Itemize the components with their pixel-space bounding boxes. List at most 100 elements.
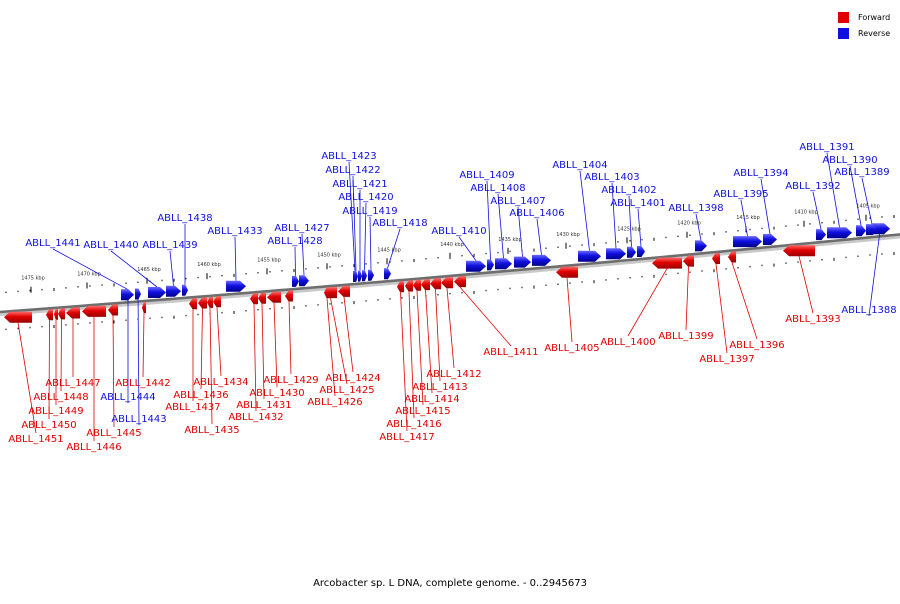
- abll-1418-label[interactable]: ABLL_1418: [372, 218, 427, 229]
- abll-1440-gene-arrow[interactable]: [148, 287, 166, 298]
- abll-1426-label[interactable]: ABLL_1426: [307, 397, 362, 408]
- abll-1434-gene-arrow[interactable]: [213, 296, 221, 308]
- abll-1416-gene-arrow[interactable]: [405, 280, 413, 292]
- abll-1408-gene-arrow[interactable]: [495, 258, 512, 270]
- abll-1390-gene-arrow[interactable]: [856, 225, 866, 237]
- abll-1392-label[interactable]: ABLL_1392: [785, 181, 840, 192]
- abll-1390-label[interactable]: ABLL_1390: [822, 155, 877, 166]
- abll-1438-label[interactable]: ABLL_1438: [157, 213, 212, 224]
- abll-1432-label[interactable]: ABLL_1432: [228, 412, 283, 423]
- abll-1442-gene-arrow[interactable]: [142, 302, 146, 314]
- abll-1394-gene-arrow[interactable]: [763, 234, 777, 245]
- abll-1392-gene-arrow[interactable]: [816, 229, 826, 241]
- abll-1433-gene-arrow[interactable]: [226, 280, 246, 292]
- abll-1444-gene-arrow[interactable]: [125, 289, 131, 301]
- abll-1395-label[interactable]: ABLL_1395: [713, 189, 768, 200]
- abll-1405-label[interactable]: ABLL_1405: [544, 343, 599, 354]
- abll-1394-label[interactable]: ABLL_1394: [733, 168, 788, 179]
- abll-1421-gene-arrow[interactable]: [358, 270, 362, 282]
- abll-1417-gene-arrow[interactable]: [397, 281, 404, 293]
- abll-1435-label[interactable]: ABLL_1435: [184, 425, 239, 436]
- abll-1397-label[interactable]: ABLL_1397: [699, 354, 754, 365]
- abll-1450-label[interactable]: ABLL_1450: [21, 420, 76, 431]
- abll-1429-gene-arrow[interactable]: [285, 290, 293, 302]
- abll-1403-label[interactable]: ABLL_1403: [584, 172, 639, 183]
- abll-1411-gene-arrow[interactable]: [454, 276, 466, 288]
- abll-1420-gene-arrow[interactable]: [362, 270, 367, 282]
- abll-1411-label[interactable]: ABLL_1411: [483, 347, 538, 358]
- abll-1388-gene-arrow[interactable]: [872, 223, 890, 235]
- abll-1409-gene-arrow[interactable]: [487, 259, 494, 271]
- abll-1443-label[interactable]: ABLL_1443: [111, 414, 166, 425]
- abll-1445-gene-arrow[interactable]: [108, 304, 118, 316]
- abll-1425-label[interactable]: ABLL_1425: [319, 385, 374, 396]
- abll-1448-gene-arrow[interactable]: [58, 308, 65, 320]
- abll-1412-label[interactable]: ABLL_1412: [426, 369, 481, 380]
- abll-1388-label[interactable]: ABLL_1388: [841, 305, 896, 316]
- abll-1407-label[interactable]: ABLL_1407: [490, 196, 545, 207]
- abll-1406-gene-arrow[interactable]: [532, 254, 551, 266]
- abll-1413-gene-arrow[interactable]: [430, 278, 441, 290]
- abll-1397-gene-arrow[interactable]: [712, 253, 720, 264]
- abll-1396-label[interactable]: ABLL_1396: [729, 340, 784, 351]
- abll-1439-label[interactable]: ABLL_1439: [142, 240, 197, 251]
- abll-1427-gene-arrow[interactable]: [299, 275, 309, 287]
- abll-1429-label[interactable]: ABLL_1429: [263, 375, 318, 386]
- abll-1428-gene-arrow[interactable]: [292, 275, 299, 287]
- abll-1444-label[interactable]: ABLL_1444: [100, 392, 155, 403]
- abll-1446-label[interactable]: ABLL_1446: [66, 442, 121, 453]
- abll-1402-gene-arrow[interactable]: [627, 246, 636, 258]
- abll-1438-gene-arrow[interactable]: [182, 284, 188, 296]
- abll-1399-label[interactable]: ABLL_1399: [658, 331, 713, 342]
- abll-1445-label[interactable]: ABLL_1445: [86, 428, 141, 439]
- abll-1437-label[interactable]: ABLL_1437: [165, 402, 220, 413]
- abll-1414-gene-arrow[interactable]: [421, 279, 430, 291]
- abll-1439-gene-arrow[interactable]: [166, 285, 181, 297]
- abll-1413-label[interactable]: ABLL_1413: [412, 382, 467, 393]
- abll-1398-label[interactable]: ABLL_1398: [668, 203, 723, 214]
- abll-1391-label[interactable]: ABLL_1391: [799, 142, 854, 153]
- abll-1430-gene-arrow[interactable]: [267, 291, 281, 303]
- abll-1389-label[interactable]: ABLL_1389: [834, 167, 889, 178]
- abll-1447-label[interactable]: ABLL_1447: [45, 378, 100, 389]
- abll-1399-gene-arrow[interactable]: [683, 255, 694, 267]
- abll-1409-label[interactable]: ABLL_1409: [459, 170, 514, 181]
- abll-1389-gene-arrow[interactable]: [866, 224, 878, 236]
- abll-1417-label[interactable]: ABLL_1417: [379, 432, 434, 443]
- abll-1435-gene-arrow[interactable]: [207, 296, 213, 308]
- abll-1428-label[interactable]: ABLL_1428: [267, 236, 322, 247]
- abll-1449-label[interactable]: ABLL_1449: [28, 406, 83, 417]
- abll-1401-label[interactable]: ABLL_1401: [610, 198, 665, 209]
- abll-1446-gene-arrow[interactable]: [82, 305, 106, 317]
- abll-1405-gene-arrow[interactable]: [556, 266, 578, 278]
- abll-1400-gene-arrow[interactable]: [652, 257, 682, 269]
- abll-1448-label[interactable]: ABLL_1448: [33, 392, 88, 403]
- abll-1412-gene-arrow[interactable]: [441, 277, 453, 289]
- abll-1427-label[interactable]: ABLL_1427: [274, 223, 329, 234]
- abll-1418-gene-arrow[interactable]: [384, 268, 391, 280]
- abll-1423-label[interactable]: ABLL_1423: [321, 151, 376, 162]
- abll-1396-gene-arrow[interactable]: [728, 251, 736, 263]
- abll-1450-gene-arrow[interactable]: [46, 309, 53, 321]
- abll-1403-gene-arrow[interactable]: [606, 248, 626, 260]
- abll-1442-label[interactable]: ABLL_1442: [115, 378, 170, 389]
- abll-1416-label[interactable]: ABLL_1416: [386, 419, 441, 430]
- abll-1451-gene-arrow[interactable]: [4, 311, 32, 323]
- abll-1400-label[interactable]: ABLL_1400: [600, 337, 655, 348]
- abll-1423-gene-arrow[interactable]: [353, 271, 357, 282]
- abll-1415-gene-arrow[interactable]: [413, 279, 421, 291]
- abll-1404-gene-arrow[interactable]: [578, 250, 601, 262]
- abll-1440-label[interactable]: ABLL_1440: [83, 240, 138, 251]
- abll-1434-label[interactable]: ABLL_1434: [193, 377, 248, 388]
- abll-1398-gene-arrow[interactable]: [695, 240, 707, 252]
- abll-1432-gene-arrow[interactable]: [250, 293, 258, 305]
- abll-1424-label[interactable]: ABLL_1424: [325, 373, 380, 384]
- abll-1449-gene-arrow[interactable]: [54, 308, 58, 320]
- abll-1436-label[interactable]: ABLL_1436: [173, 390, 228, 401]
- abll-1402-label[interactable]: ABLL_1402: [601, 185, 656, 196]
- abll-1407-gene-arrow[interactable]: [514, 256, 531, 268]
- abll-1436-gene-arrow[interactable]: [198, 297, 207, 309]
- abll-1422-label[interactable]: ABLL_1422: [325, 165, 380, 176]
- abll-1395-gene-arrow[interactable]: [733, 236, 762, 248]
- abll-1441-label[interactable]: ABLL_1441: [25, 238, 80, 249]
